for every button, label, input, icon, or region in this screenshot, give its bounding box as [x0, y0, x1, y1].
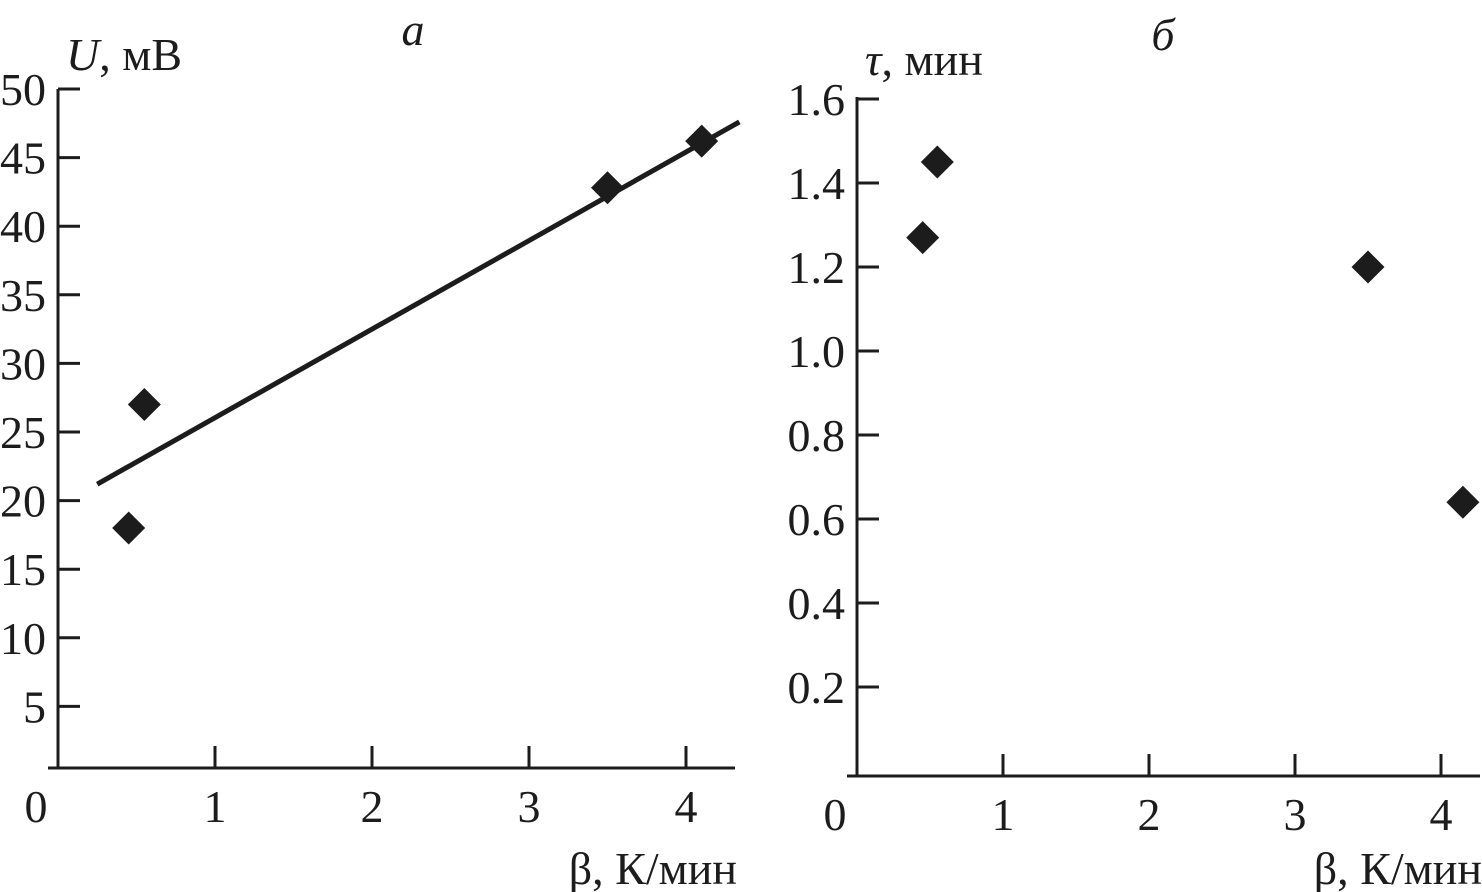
x-tick-label: 1: [204, 781, 227, 832]
panel-a-axes: [48, 89, 735, 770]
panel-title: б: [1151, 9, 1176, 60]
y-tick-label: 15: [0, 544, 46, 595]
data-point-diamond: [591, 171, 624, 205]
x-tick-label: 2: [361, 781, 384, 832]
data-point-diamond: [920, 145, 954, 179]
x-tick-label: 1: [992, 789, 1015, 840]
y-tick-label: 0.8: [788, 410, 846, 461]
data-point-diamond: [685, 124, 719, 158]
y-tick-label: 35: [0, 270, 46, 321]
data-point-diamond: [127, 388, 161, 422]
y-tick-label: 50: [0, 64, 46, 115]
x-tick-label: 3: [1284, 789, 1307, 840]
panel-b-axes: [847, 97, 1480, 778]
data-point-diamond: [1351, 250, 1385, 284]
data-point-diamond: [906, 221, 940, 255]
x-axis-title: β, К/мин: [569, 843, 737, 892]
y-axis-title: U, мВ: [66, 29, 182, 80]
x-tick-label: 0: [824, 789, 847, 840]
x-axis-title: β, К/мин: [1314, 843, 1482, 892]
y-tick-label: 1.0: [788, 326, 846, 377]
x-tick-label: 2: [1138, 789, 1161, 840]
x-tick-label: 0: [25, 781, 48, 832]
data-point-diamond: [1446, 485, 1480, 519]
y-tick-label: 1.2: [788, 242, 846, 293]
y-tick-label: 20: [0, 476, 46, 527]
y-tick-label: 0.4: [788, 578, 846, 629]
y-tick-label: 1.6: [788, 74, 846, 125]
x-tick-label: 4: [1430, 789, 1453, 840]
y-tick-label: 45: [0, 133, 46, 184]
y-tick-label: 0.6: [788, 494, 846, 545]
y-tick-label: 25: [0, 407, 46, 458]
y-tick-label: 10: [0, 613, 46, 664]
y-tick-label: 30: [0, 338, 46, 389]
y-tick-label: 40: [0, 201, 46, 252]
y-tick-label: 0.2: [788, 662, 846, 713]
x-tick-label: 3: [518, 781, 541, 832]
panel-title: а: [402, 4, 425, 55]
y-axis-title: τ, мин: [865, 34, 983, 85]
data-point-diamond: [112, 511, 146, 545]
y-tick-label: 5: [23, 681, 46, 732]
trend-line: [96, 119, 741, 487]
y-tick-label: 1.4: [788, 158, 846, 209]
x-tick-label: 4: [675, 781, 698, 832]
